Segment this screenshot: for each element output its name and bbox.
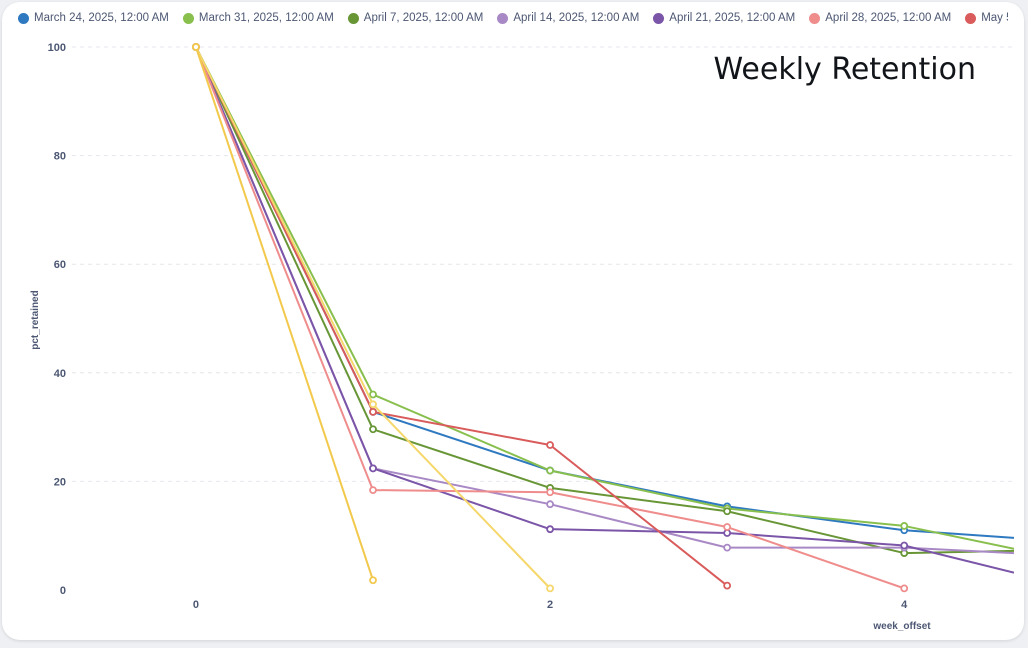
x-tick-label: 2 — [547, 599, 553, 611]
y-tick-label: 40 — [54, 368, 66, 380]
y-tick-label: 100 — [48, 42, 66, 54]
data-point[interactable] — [900, 541, 909, 550]
legend-dot-icon — [497, 12, 509, 24]
data-point[interactable] — [723, 581, 732, 590]
legend-label: May 5, 2025, 12:00 AM — [981, 12, 1008, 24]
legend-item[interactable]: April 28, 2025, 12:00 AM — [809, 12, 951, 24]
legend-item[interactable]: April 14, 2025, 12:00 AM — [497, 12, 639, 24]
data-point[interactable] — [900, 522, 909, 530]
legend: March 24, 2025, 12:00 AM March 31, 2025, … — [18, 12, 1008, 32]
legend-item[interactable]: April 21, 2025, 12:00 AM — [653, 12, 795, 24]
data-point[interactable] — [369, 576, 377, 585]
legend-dot-icon — [182, 12, 194, 24]
legend-item[interactable]: April 7, 2025, 12:00 AM — [347, 12, 484, 24]
series-line[interactable] — [195, 46, 728, 587]
series-line[interactable] — [195, 46, 551, 590]
data-point[interactable] — [723, 523, 732, 531]
series-group — [192, 43, 909, 593]
legend-item[interactable]: May 5, 2025, 12:00 AM — [965, 12, 1008, 24]
series-group — [192, 43, 554, 593]
data-point[interactable] — [900, 584, 909, 593]
series-group — [192, 43, 1014, 557]
legend-label: April 7, 2025, 12:00 AM — [363, 12, 484, 24]
data-point[interactable] — [546, 525, 554, 534]
series-line[interactable] — [195, 46, 1014, 555]
chart-card: March 24, 2025, 12:00 AM March 31, 2025, … — [2, 2, 1024, 640]
data-point[interactable] — [369, 486, 377, 494]
data-point[interactable] — [546, 500, 554, 509]
series-group — [192, 43, 1014, 555]
legend-dot-icon — [809, 12, 821, 24]
data-point[interactable] — [723, 507, 732, 516]
data-point[interactable] — [369, 400, 377, 409]
x-axis-label: week_offset — [872, 621, 931, 632]
legend-item[interactable]: March 24, 2025, 12:00 AM — [18, 12, 169, 24]
legend-dot-icon — [653, 12, 665, 24]
data-point[interactable] — [546, 441, 554, 449]
data-point[interactable] — [546, 466, 554, 475]
legend-dot-icon — [347, 12, 359, 24]
x-tick-label: 0 — [193, 599, 199, 611]
series-line[interactable] — [195, 46, 1014, 574]
series-line[interactable] — [194, 46, 374, 581]
data-point[interactable] — [546, 584, 554, 593]
data-point[interactable] — [369, 407, 377, 416]
y-tick-label: 60 — [54, 259, 66, 271]
data-point[interactable] — [546, 488, 554, 497]
line-chart: 0 20 40 60 80 100 0 2 4 pct_retained week_offse… — [30, 42, 1014, 632]
y-tick-label: 0 — [60, 585, 66, 597]
legend-label: April 14, 2025, 12:00 AM — [513, 12, 640, 24]
legend-item[interactable]: March 31, 2025, 12:00 AM — [182, 12, 334, 24]
legend-label: April 21, 2025, 12:00 AM — [669, 12, 796, 24]
legend-label: March 31, 2025, 12:00 AM — [198, 12, 334, 24]
data-point[interactable] — [369, 425, 377, 434]
data-point[interactable] — [723, 543, 732, 552]
y-tick-label: 20 — [54, 476, 66, 488]
x-tick-label: 4 — [901, 599, 908, 611]
y-tick-label: 80 — [54, 151, 66, 163]
data-point[interactable] — [192, 43, 200, 51]
y-axis-label: pct_retained — [30, 290, 41, 349]
legend-dot-icon — [965, 12, 977, 24]
series-group — [192, 43, 377, 585]
data-point[interactable] — [369, 464, 377, 473]
chart-title: Weekly Retention — [713, 52, 976, 87]
data-point[interactable] — [369, 390, 377, 399]
legend-label: April 28, 2025, 12:00 AM — [825, 12, 952, 24]
series-line[interactable] — [195, 46, 1014, 550]
legend-dot-icon — [18, 12, 29, 24]
legend-label: March 24, 2025, 12:00 AM — [34, 12, 169, 24]
series-group — [192, 43, 732, 590]
